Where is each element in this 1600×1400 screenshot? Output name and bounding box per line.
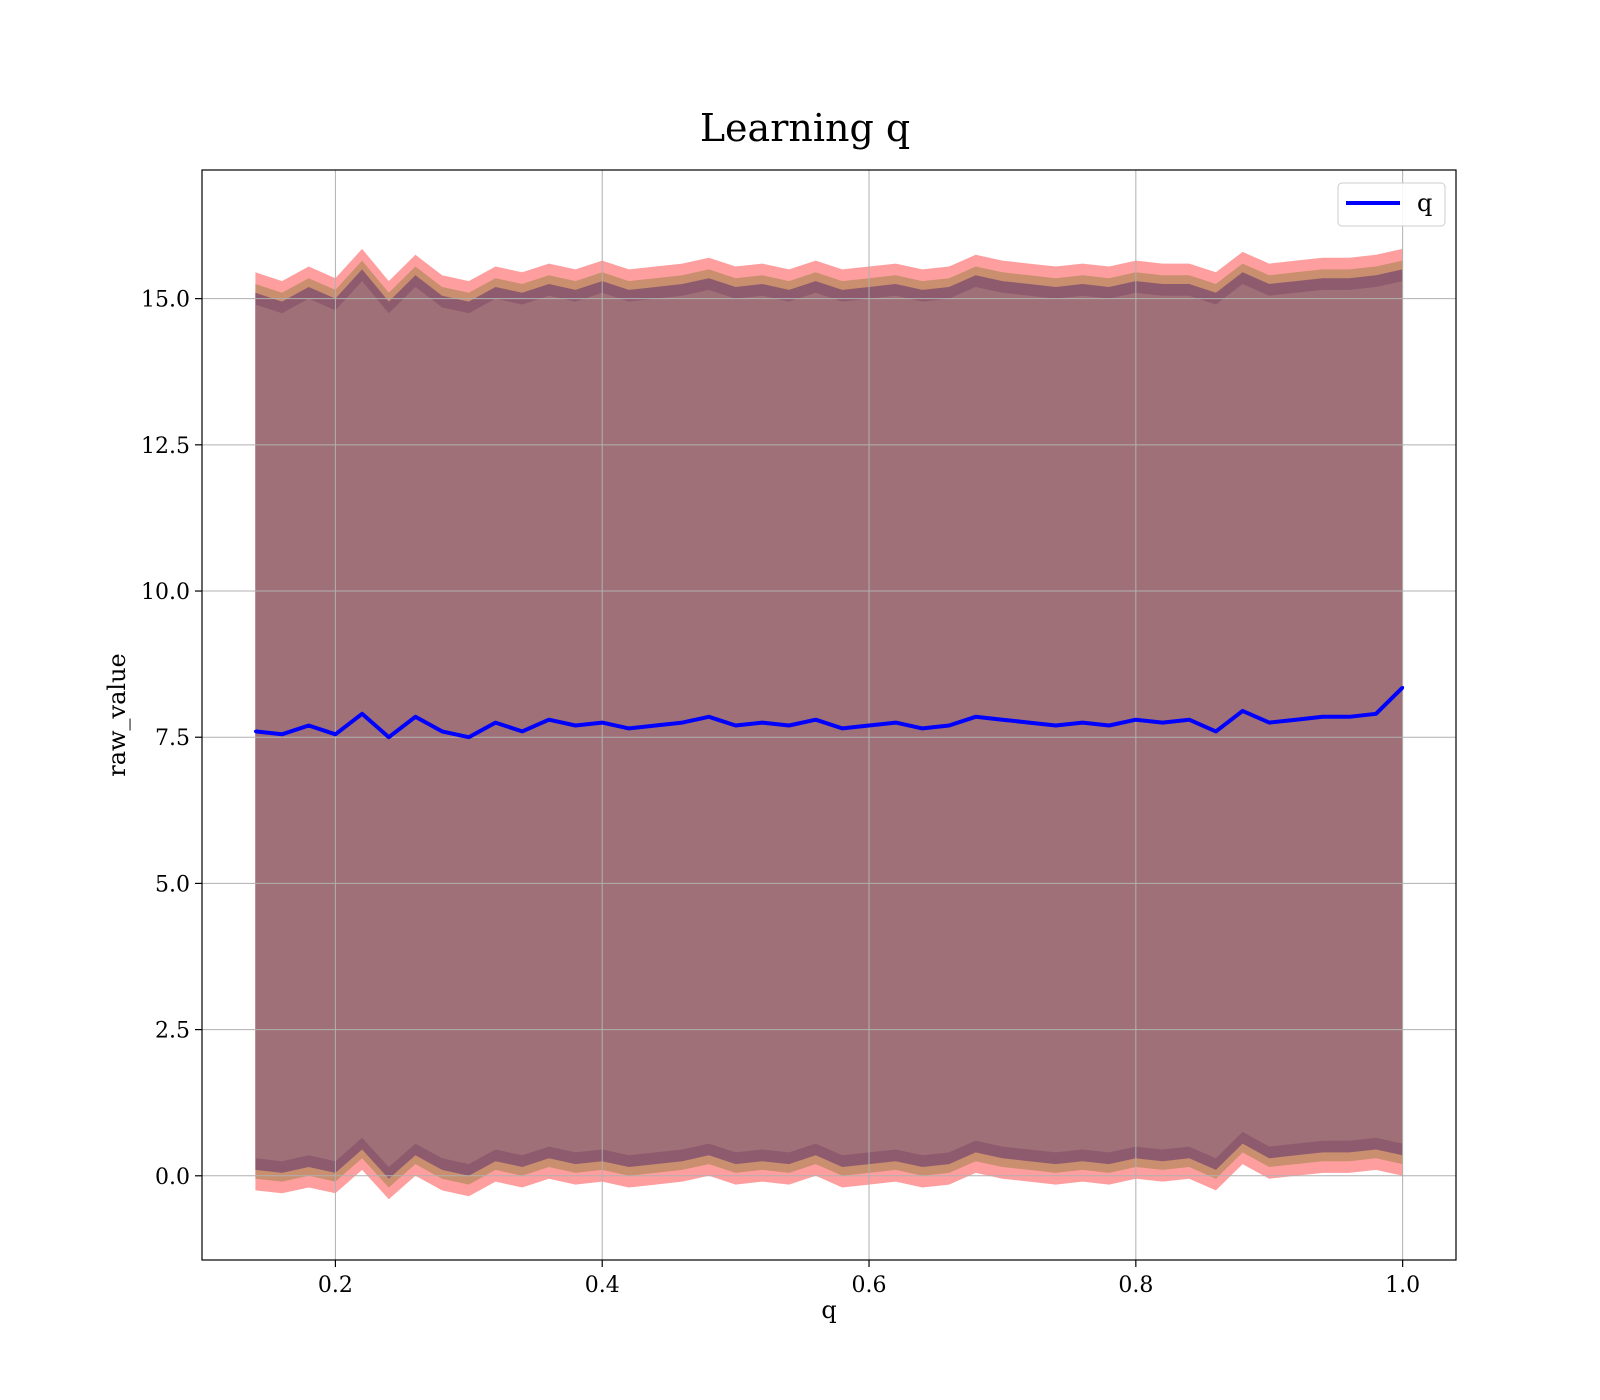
x-tick-label: 0.2 — [318, 1273, 353, 1298]
data-point-q — [520, 729, 524, 733]
x-tick-label: 0.4 — [585, 1273, 620, 1298]
data-point-q — [1187, 718, 1191, 722]
data-point-q — [760, 721, 764, 725]
y-tick-label: 12.5 — [141, 434, 190, 459]
data-point-q — [894, 721, 898, 725]
plot-area — [201, 169, 1457, 1261]
axes-frame — [201, 169, 1457, 1261]
chart-title: Learning q — [700, 106, 910, 150]
y-tick-label: 2.5 — [155, 1019, 190, 1044]
data-point-q — [840, 726, 844, 730]
series-line-q — [255, 686, 1405, 740]
data-point-q — [413, 715, 417, 719]
data-point-q — [600, 721, 604, 725]
y-axis-ticks: 0.0 2.5 5.0 7.5 10.0 12.5 15.0 — [141, 288, 202, 1190]
data-point-q — [440, 729, 444, 733]
data-point-q — [307, 724, 311, 728]
data-point-q — [1321, 715, 1325, 719]
data-point-q — [734, 724, 738, 728]
data-point-q — [574, 724, 578, 728]
y-tick-label: 0.0 — [155, 1165, 190, 1190]
x-tick-label: 0.8 — [1118, 1273, 1153, 1298]
data-point-q — [974, 715, 978, 719]
x-tick-label: 0.6 — [852, 1273, 887, 1298]
data-point-q — [1347, 715, 1351, 719]
data-point-q — [280, 732, 284, 736]
y-tick-label: 7.5 — [155, 726, 190, 751]
data-point-q — [920, 726, 924, 730]
data-point-q — [947, 724, 951, 728]
x-axis-ticks: 0.2 0.4 0.6 0.8 1.0 — [318, 1260, 1420, 1298]
y-tick-label: 15.0 — [141, 288, 190, 313]
data-point-q — [1241, 709, 1245, 713]
data-point-q — [1080, 721, 1084, 725]
data-point-q — [654, 724, 658, 728]
y-tick-label: 10.0 — [141, 580, 190, 605]
data-point-q — [1000, 718, 1004, 722]
data-point-q — [387, 735, 391, 739]
data-point-q — [1054, 724, 1058, 728]
data-point-q — [787, 724, 791, 728]
data-point-q — [1374, 712, 1378, 716]
data-point-q — [627, 726, 631, 730]
data-point-q — [1107, 724, 1111, 728]
data-point-q — [1161, 721, 1165, 725]
data-point-q — [333, 732, 337, 736]
data-point-q — [707, 715, 711, 719]
data-point-q — [1214, 729, 1218, 733]
grid — [202, 170, 1456, 1260]
data-point-q — [1401, 686, 1405, 690]
data-point-q — [253, 729, 257, 733]
data-point-q — [1027, 721, 1031, 725]
data-point-q — [1294, 718, 1298, 722]
x-axis-label: q — [821, 1296, 836, 1324]
data-point-q — [1267, 721, 1271, 725]
data-point-q — [360, 712, 364, 716]
legend: q — [1337, 182, 1446, 227]
legend-label-q: q — [1417, 189, 1432, 217]
x-tick-label: 1.0 — [1385, 1273, 1420, 1298]
data-point-q — [493, 721, 497, 725]
data-point-q — [680, 721, 684, 725]
data-point-q — [867, 724, 871, 728]
data-point-q — [467, 735, 471, 739]
y-axis-label: raw_value — [103, 653, 131, 777]
data-point-q — [814, 718, 818, 722]
series-lines — [253, 686, 1405, 740]
y-tick-label: 5.0 — [155, 872, 190, 897]
data-point-q — [547, 718, 551, 722]
data-point-q — [1134, 718, 1138, 722]
